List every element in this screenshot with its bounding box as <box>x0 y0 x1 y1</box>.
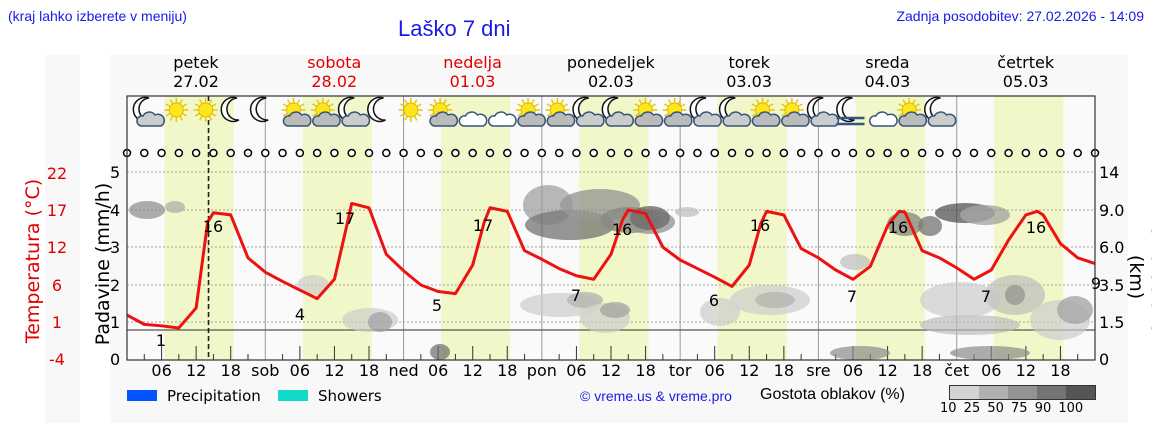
daily-min-temp: 7 <box>980 287 992 306</box>
daily-min-temp: 7 <box>846 287 858 306</box>
temp-tick: -4 <box>49 350 65 369</box>
cloud-height-tick: 14 <box>1099 163 1120 182</box>
daily-max-temp: 17 <box>472 216 494 235</box>
cloud-density-scale-labels: 10 25 50 75 90 100 <box>940 401 1084 416</box>
day-name: torek <box>728 53 770 72</box>
scale-step <box>979 386 1008 399</box>
day-name: sobota <box>307 53 362 72</box>
daily-max-temp: 16 <box>887 218 909 237</box>
daily-min-temp: 7 <box>570 286 582 305</box>
showers-swatch <box>278 390 308 401</box>
x-tick-label: pon <box>526 361 557 380</box>
precip-tick: 2 <box>110 276 121 295</box>
cloud-height-tick: 0 <box>1099 350 1110 369</box>
x-tick-label: 18 <box>773 361 795 380</box>
x-tick-label: 12 <box>739 361 760 380</box>
x-tick-label: 06 <box>704 361 725 380</box>
day-date: 27.02 <box>173 72 219 91</box>
x-tick-label: 18 <box>497 361 518 380</box>
precip-tick: 3 <box>110 238 121 257</box>
precip-tick: 4 <box>110 201 121 220</box>
x-tick-label: 06 <box>151 361 172 380</box>
x-tick-label: 12 <box>324 361 345 380</box>
temp-tick: 6 <box>51 276 63 295</box>
day-header: ponedeljek 02.03 <box>542 53 680 91</box>
cloud-height-tick: 1.5 <box>1099 313 1125 332</box>
daily-max-temp: 16 <box>611 220 633 239</box>
day-header: sobota 28.02 <box>265 53 403 91</box>
x-tick-label: 18 <box>1050 361 1071 380</box>
x-tick-label: 12 <box>877 361 898 380</box>
day-header: torek 03.03 <box>680 53 818 91</box>
edge-temp: 9 <box>1090 274 1102 293</box>
x-tick-label: ned <box>388 361 419 380</box>
scale-step <box>1066 386 1095 399</box>
page-title: Laško 7 dni <box>398 16 511 41</box>
x-tick-label: 18 <box>358 361 380 380</box>
day-name: sreda <box>865 53 910 72</box>
cloud-height-tick: 6.0 <box>1099 238 1125 257</box>
temp-tick: 1 <box>51 313 63 332</box>
day-date: 02.03 <box>587 72 634 91</box>
location-menu-hint: (kraj lahko izberete v meniju) <box>8 8 187 24</box>
day-header: sreda 04.03 <box>818 53 956 91</box>
copyright-link[interactable]: © vreme.us & vreme.pro <box>580 388 732 404</box>
x-tick-label: sre <box>806 361 831 380</box>
daily-min-temp: 1 <box>155 331 167 350</box>
temp-tick: 12 <box>46 238 68 257</box>
precip-tick: 1 <box>110 313 121 332</box>
temp-axis-panel <box>45 55 80 423</box>
x-tick-label: 18 <box>911 361 933 380</box>
precipitation-legend-label: Precipitation <box>167 387 261 405</box>
day-header: nedelja 01.03 <box>404 53 542 91</box>
x-tick-label: 18 <box>220 361 241 380</box>
scale-step <box>950 386 979 399</box>
daily-max-temp: 16 <box>749 216 771 235</box>
x-tick-label: 06 <box>427 361 449 380</box>
x-tick-label: 12 <box>185 361 207 380</box>
daily-min-temp: 4 <box>294 305 306 324</box>
x-tick-label: 06 <box>566 361 587 380</box>
cloud-height-tick: 3.5 <box>1099 276 1125 295</box>
x-tick-label: 06 <box>981 361 1002 380</box>
day-name: ponedeljek <box>566 53 655 72</box>
day-name: petek <box>173 53 219 72</box>
daily-min-temp: 6 <box>708 291 720 310</box>
scale-step <box>1008 386 1037 399</box>
x-tick-label: 12 <box>462 361 483 380</box>
showers-legend-label: Showers <box>318 387 382 405</box>
cloud-height-tick: 9.0 <box>1099 201 1125 220</box>
x-tick-label: 12 <box>1015 361 1037 380</box>
daily-max-temp: 16 <box>1025 218 1047 237</box>
x-tick-label: 18 <box>635 361 656 380</box>
day-name: četrtek <box>997 53 1055 72</box>
x-tick-label: čet <box>944 361 970 380</box>
x-tick-label: 06 <box>842 361 864 380</box>
precip-tick: 5 <box>110 163 121 182</box>
day-date: 03.03 <box>726 72 773 91</box>
x-tick-label: sob <box>251 361 280 380</box>
x-tick-label: 06 <box>289 361 311 380</box>
day-date: 28.02 <box>311 72 358 91</box>
cloud-density-scale <box>949 385 1096 400</box>
cloud-density-label: Gostota oblakov (%) <box>760 386 905 403</box>
temp-tick: 22 <box>46 164 68 183</box>
scale-step <box>1037 386 1066 399</box>
x-tick-label: 12 <box>600 361 622 380</box>
day-header: petek 27.02 <box>127 53 265 91</box>
precip-tick: 0 <box>110 350 121 369</box>
precipitation-swatch <box>127 390 157 401</box>
x-tick-label: tor <box>668 361 692 380</box>
day-name: nedelja <box>443 53 502 72</box>
day-header: četrtek 05.03 <box>957 53 1095 91</box>
day-date: 04.03 <box>864 72 911 91</box>
day-date: 05.03 <box>1002 72 1049 91</box>
daily-min-temp: 5 <box>431 296 443 315</box>
last-updated: Zadnja posodobitev: 27.02.2026 - 14:09 <box>896 8 1144 24</box>
temp-tick: 17 <box>46 201 68 220</box>
daily-max-temp: 17 <box>334 209 356 228</box>
daily-max-temp: 16 <box>202 217 224 236</box>
day-date: 01.03 <box>449 72 496 91</box>
